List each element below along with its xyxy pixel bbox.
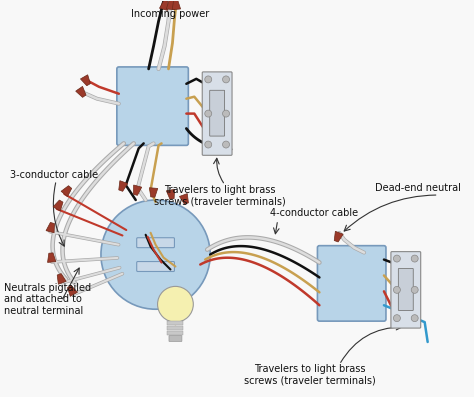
Polygon shape [68,285,77,297]
Text: Dead-end neutral: Dead-end neutral [374,183,460,193]
FancyBboxPatch shape [391,252,421,328]
FancyBboxPatch shape [210,90,225,136]
Circle shape [393,286,401,293]
Polygon shape [46,222,55,233]
Polygon shape [57,274,66,284]
Text: Incoming power: Incoming power [131,10,210,19]
Circle shape [223,110,229,117]
Text: Travelers to light brass
screws (traveler terminals): Travelers to light brass screws (travele… [244,364,375,385]
Circle shape [223,76,229,83]
Circle shape [393,255,401,262]
Circle shape [205,76,212,83]
FancyBboxPatch shape [398,268,413,310]
Circle shape [205,110,212,117]
Polygon shape [159,0,168,10]
Circle shape [157,286,193,322]
Polygon shape [166,189,174,199]
Polygon shape [47,253,56,262]
Circle shape [411,315,418,322]
Circle shape [223,141,229,148]
FancyBboxPatch shape [202,72,232,155]
Circle shape [393,315,401,322]
Circle shape [411,255,418,262]
Circle shape [411,286,418,293]
Polygon shape [81,75,91,86]
Polygon shape [76,87,86,97]
Polygon shape [172,0,181,10]
FancyBboxPatch shape [318,246,386,321]
Text: Travelers to light brass
screws (traveler terminals): Travelers to light brass screws (travele… [154,185,286,207]
Text: Neutrals pigtailed
and attached to
neutral terminal: Neutrals pigtailed and attached to neutr… [4,283,91,316]
Polygon shape [334,231,343,242]
FancyBboxPatch shape [117,67,188,145]
FancyBboxPatch shape [169,335,182,341]
Circle shape [101,200,210,309]
Text: 3-conductor cable: 3-conductor cable [9,170,98,180]
Text: 4-conductor cable: 4-conductor cable [270,208,358,218]
FancyBboxPatch shape [167,321,183,325]
Polygon shape [149,188,158,197]
FancyBboxPatch shape [167,326,183,330]
Polygon shape [61,186,72,197]
FancyBboxPatch shape [137,238,174,248]
Polygon shape [180,194,189,204]
Circle shape [205,141,212,148]
FancyBboxPatch shape [137,262,174,272]
Polygon shape [133,185,142,195]
Polygon shape [53,200,63,211]
FancyBboxPatch shape [167,331,183,335]
Polygon shape [166,0,174,10]
Polygon shape [119,181,128,191]
